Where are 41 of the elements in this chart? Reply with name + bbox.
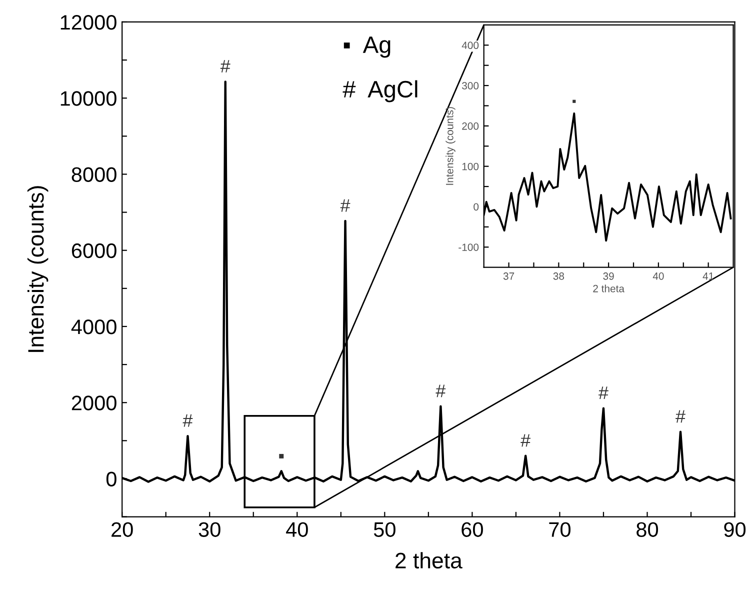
y-tick-label: -100 [458,244,479,251]
x-axis-title: 2 theta [593,284,624,292]
x-tick-label: 30 [198,522,220,537]
annotation: # [182,414,193,427]
y-tick-label: 0 [106,472,116,486]
x-tick-label: 41 [702,272,714,280]
annotation: # [520,434,531,447]
y-tick-label: 8000 [72,167,116,182]
x-tick-label: 37 [503,272,514,280]
x-tick-label: 20 [112,522,133,537]
x-tick-label: 50 [374,522,396,537]
annotation: ▪ [279,454,284,458]
x-tick-label: 60 [462,522,483,537]
x-tick-label: 40 [286,522,308,537]
y-axis-title: Intensity (counts) [27,186,48,352]
y-tick-label: 12000 [60,14,116,30]
y-tick-label: 6000 [72,243,116,258]
y-tick-label: 10000 [60,91,116,106]
annotation: ▪ [572,100,576,103]
x-tick-label: 39 [603,272,614,280]
y-tick-label: 200 [462,122,479,130]
x-axis-title: 2 theta [396,552,462,568]
x-tick-label: 40 [652,272,664,280]
y-tick-label: 300 [462,82,479,90]
annotation: # AgCl [342,80,418,102]
y-tick-label: 0 [474,203,479,211]
x-tick-label: 80 [636,522,658,537]
y-tick-label: 2000 [72,396,116,410]
annotation: # [436,384,446,398]
y-tick-label: 100 [462,162,479,170]
annotation: # [598,386,608,399]
y-axis-title: Intensity (counts) [446,107,456,185]
annotation: # [340,199,350,212]
y-tick-label: 400 [462,42,479,50]
y-tick-label: 4000 [71,319,116,334]
annotation: ▪ Ag [344,36,390,58]
annotation: # [676,410,686,423]
x-tick-label: 38 [553,272,564,280]
x-tick-label: 70 [549,522,570,537]
annotation: # [220,60,230,72]
x-tick-label: 90 [724,522,746,537]
